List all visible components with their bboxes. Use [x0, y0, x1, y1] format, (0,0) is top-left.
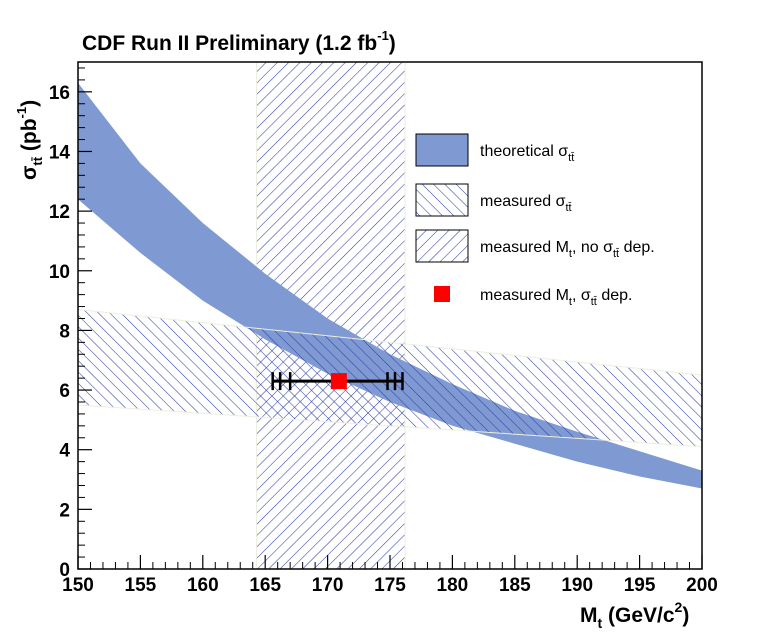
legend: theoretical σtt̄ measured σtt̄ measured Mt…: [415, 133, 655, 308]
x-axis-title-end: ): [682, 604, 689, 627]
plot-area: [78, 62, 702, 569]
y-axis-title-unit: (pb: [18, 118, 41, 156]
legend-label-1: measured σtt̄: [480, 193, 572, 214]
x-tick-label-6: 180: [437, 575, 469, 596]
legend-label-2: measured Mt, no σtt̄ dep.: [480, 239, 655, 260]
x-tick-label-1: 155: [125, 575, 157, 596]
x-tick-label-5: 175: [374, 575, 406, 596]
y-tick-label-1: 2: [59, 500, 70, 521]
x-axis-title-main: M: [580, 604, 598, 627]
chart-title-sup: -1: [377, 28, 389, 43]
legend-swatch-measured-xsec: [415, 183, 469, 217]
x-tick-label-8: 190: [561, 575, 593, 596]
legend-swatch-marker: [434, 286, 450, 302]
legend-label-0: theoretical σtt̄: [480, 143, 575, 164]
legend-item-2: measured Mt, no σtt̄ dep.: [415, 229, 655, 263]
y-tick-label-0: 0: [59, 560, 70, 581]
legend-item-3: measured Mt, σtt̄ dep.: [434, 286, 632, 308]
x-tick-label-4: 170: [312, 575, 344, 596]
y-axis-title-end: ): [18, 100, 41, 107]
y-tick-label-8: 16: [49, 83, 70, 104]
chart-title: CDF Run II Preliminary (1.2 fb-1): [82, 28, 396, 55]
y-tick-label-6: 12: [49, 202, 70, 223]
svg-text:Mt (GeV/c2): Mt (GeV/c2): [580, 599, 689, 631]
legend-item-1: measured σtt̄: [415, 183, 572, 217]
chart-title-suffix: ): [389, 32, 396, 55]
x-tick-label-0: 150: [62, 575, 94, 596]
legend-item-0: theoretical σtt̄: [415, 133, 575, 167]
svg-text:σtt̄ (pb-1): σtt̄ (pb-1): [14, 100, 45, 180]
y-axis-title-sub: tt̄: [30, 156, 45, 165]
y-axis-title-sup: -1: [14, 107, 29, 119]
series-group: [78, 62, 702, 569]
svg-text:CDF Run II Preliminary (1.2 fb: CDF Run II Preliminary (1.2 fb-1): [82, 28, 396, 55]
measured-point-marker: [330, 373, 347, 390]
legend-swatch-theory: [415, 133, 469, 167]
legend-label-3: measured Mt, σtt̄ dep.: [480, 287, 632, 308]
axes: 150 155 160 165 170 175 180 185 190 195 200 0 2 4 6 8 10…: [49, 61, 718, 596]
y-tick-label-3: 6: [59, 381, 70, 402]
x-tick-label-2: 160: [187, 575, 219, 596]
chart-title-text: CDF Run II Preliminary (1.2 fb: [82, 32, 377, 55]
x-axis-title-sub: t: [598, 615, 603, 631]
legend-swatch-measured-mt: [415, 229, 469, 263]
y-tick-label-5: 10: [49, 262, 70, 283]
x-tick-label-9: 195: [624, 575, 656, 596]
x-tick-label-3: 165: [249, 575, 281, 596]
x-axis-title-sup: 2: [675, 599, 683, 615]
theoretical-xsec-band: [78, 82, 702, 489]
x-axis-title: Mt (GeV/c2): [580, 599, 689, 631]
x-tick-label-7: 185: [499, 575, 531, 596]
y-axis-title-main: σ: [18, 166, 41, 180]
y-tick-label-4: 8: [59, 321, 70, 342]
y-tick-label-7: 14: [49, 142, 71, 163]
x-tick-label-10: 200: [686, 575, 718, 596]
y-tick-label-2: 4: [59, 441, 70, 462]
measured-xsec-band: [78, 308, 702, 448]
x-axis-title-unit: (GeV/c: [602, 604, 675, 627]
y-axis-title: σtt̄ (pb-1): [14, 100, 45, 180]
